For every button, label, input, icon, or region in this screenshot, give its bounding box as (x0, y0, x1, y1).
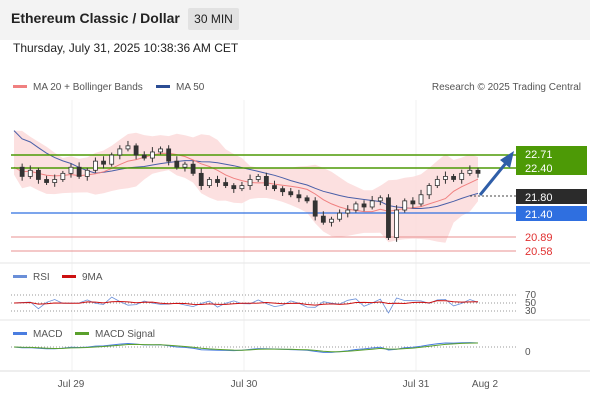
candle-body (394, 209, 399, 238)
candle-body (239, 185, 245, 190)
macd-signal-line (13, 342, 479, 353)
candle-body (263, 176, 269, 186)
macd-zero-label: 0 (525, 347, 531, 358)
instrument-title: Ethereum Classic / Dollar (11, 10, 180, 26)
candle-body (459, 172, 465, 180)
candle-body (247, 179, 253, 186)
candlesticks (19, 140, 481, 242)
candle-body (133, 145, 139, 156)
tag-20-58-label: 20.58 (525, 246, 553, 258)
candle-body (337, 212, 343, 220)
candle-body (369, 200, 375, 208)
candle-body (182, 163, 188, 168)
ma20-legend-swatch (13, 85, 27, 88)
candle-body (84, 169, 90, 177)
candle-body (312, 200, 318, 217)
candle-body (353, 203, 359, 211)
candle-body (149, 151, 155, 159)
tag-21-80 (516, 189, 587, 204)
candle-body (320, 215, 326, 223)
tag-22-71 (516, 146, 587, 161)
candle-body (27, 169, 33, 177)
tag-20-89-label: 20.89 (525, 232, 553, 244)
tag-21-40 (516, 206, 587, 221)
tag-22-40-label: 22.40 (525, 163, 553, 175)
candle-body (402, 200, 408, 211)
ma50-legend-label: MA 50 (176, 82, 205, 93)
rsi-ma-line (13, 300, 479, 306)
candle-body (93, 160, 98, 171)
projection-arrow (478, 151, 514, 196)
tag-22-40 (516, 160, 587, 175)
candle-body (125, 145, 131, 150)
candle-body (443, 176, 448, 180)
candle-body (410, 200, 416, 205)
macd-signal-legend-label: MACD Signal (95, 329, 155, 340)
candle-body (141, 154, 147, 159)
chart-datetime: Thursday, July 31, 2025 10:38:36 AM CET (13, 41, 239, 55)
candle-body (280, 188, 286, 193)
candle-body (166, 148, 172, 162)
candle-body (296, 194, 302, 199)
candle-body (19, 166, 25, 177)
candle-body (255, 176, 261, 180)
tag-22-71-label: 22.71 (525, 149, 553, 161)
bollinger-band (14, 130, 478, 243)
candle-body (206, 179, 212, 186)
ma20-line (13, 152, 479, 213)
candle-body (272, 185, 277, 190)
candle-body (361, 203, 367, 208)
candle-body (36, 169, 41, 180)
ma50-legend-swatch (156, 85, 170, 88)
tag-21-80-label: 21.80 (525, 192, 553, 204)
candle-body (288, 191, 294, 196)
candle-body (174, 160, 180, 168)
candle-body (426, 185, 432, 196)
rsi-ma-legend-label: 9MA (82, 272, 103, 283)
candle-body (76, 166, 82, 177)
candle-body (109, 154, 115, 165)
ma20-legend-label: MA 20 + Bollinger Bands (33, 82, 143, 93)
tag-21-40-label: 21.40 (525, 209, 553, 221)
candle-body (377, 197, 383, 202)
candle-body (467, 169, 473, 174)
candle-body (101, 160, 106, 165)
rsi-legend-label: RSI (33, 272, 50, 283)
rsi-level-70-label: 70 (525, 290, 537, 301)
candle-body (451, 176, 456, 180)
macd-legend-swatch (13, 332, 27, 335)
candle-body (44, 179, 49, 183)
macd-signal-legend-swatch (75, 332, 89, 335)
candle-body (52, 179, 58, 183)
rsi-level-30-label: 30 (525, 306, 537, 317)
candle-body (434, 179, 440, 186)
rsi-level-50-label: 50 (525, 298, 537, 309)
candle-body (190, 163, 196, 174)
candle-body (223, 182, 229, 186)
candle-body (68, 166, 74, 174)
candle-body (345, 209, 351, 214)
candle-body (304, 197, 310, 202)
candle-body (418, 194, 424, 205)
x-tick-jul29: Jul 29 (58, 379, 85, 390)
timeframe-badge[interactable]: 30 MIN (188, 8, 239, 30)
x-tick-aug2: Aug 2 (472, 379, 499, 390)
candle-body (329, 218, 334, 223)
candle-body (117, 148, 123, 156)
candle-body (386, 197, 391, 238)
rsi-ma-legend-swatch (62, 275, 76, 278)
candle-body (158, 148, 163, 153)
x-tick-jul30: Jul 30 (231, 379, 258, 390)
rsi-legend-swatch (13, 275, 27, 278)
x-tick-jul31: Jul 31 (403, 379, 430, 390)
chart-header: Ethereum Classic / Dollar 30 MIN (0, 0, 590, 40)
macd-legend-label: MACD (33, 329, 62, 340)
candle-body (60, 172, 66, 180)
candle-body (475, 169, 481, 174)
candle-body (231, 185, 237, 190)
candle-body (198, 172, 204, 186)
candle-body (215, 179, 220, 183)
research-credit: Research © 2025 Trading Central (432, 82, 581, 93)
